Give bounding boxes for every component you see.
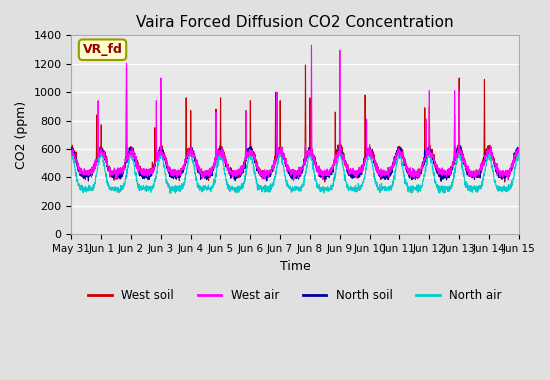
Y-axis label: CO2 (ppm): CO2 (ppm) [15,101,28,169]
Legend: West soil, West air, North soil, North air: West soil, West air, North soil, North a… [84,284,507,306]
Title: Vaira Forced Diffusion CO2 Concentration: Vaira Forced Diffusion CO2 Concentration [136,15,454,30]
Text: VR_fd: VR_fd [82,43,123,56]
X-axis label: Time: Time [279,260,310,272]
